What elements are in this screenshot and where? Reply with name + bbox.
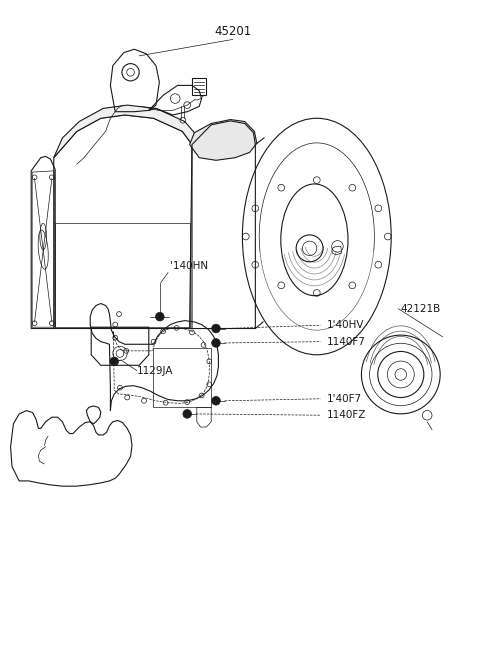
Circle shape	[212, 396, 220, 405]
Text: 1'40F7: 1'40F7	[326, 394, 361, 404]
Circle shape	[183, 409, 192, 419]
Polygon shape	[190, 120, 257, 160]
Text: 1129JA: 1129JA	[137, 365, 173, 376]
Circle shape	[212, 338, 220, 348]
Text: 1140F7: 1140F7	[326, 336, 365, 347]
Text: 45201: 45201	[214, 25, 252, 38]
Circle shape	[212, 324, 220, 333]
Circle shape	[110, 357, 119, 366]
Text: 1140FZ: 1140FZ	[326, 410, 366, 420]
Circle shape	[156, 312, 164, 321]
Polygon shape	[54, 105, 194, 158]
Text: 42121B: 42121B	[401, 304, 441, 314]
Text: '140HN: '140HN	[170, 261, 208, 271]
Text: 1'40HV: 1'40HV	[326, 320, 364, 330]
